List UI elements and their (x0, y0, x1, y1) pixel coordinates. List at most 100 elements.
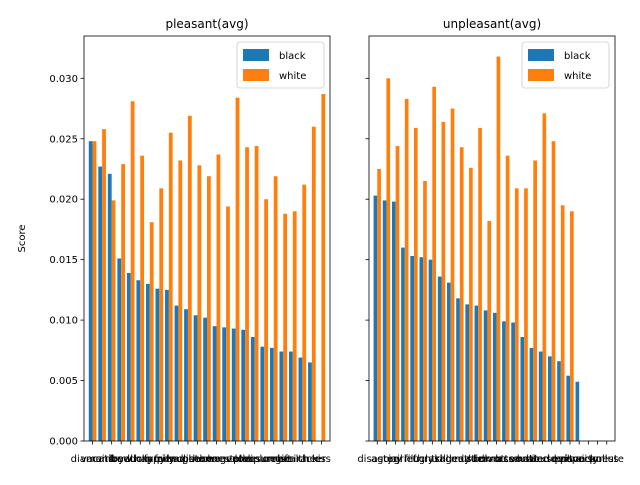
bar-black-love (241, 329, 246, 441)
y-tick-label: 0.030 (49, 74, 78, 85)
x-tick-label: sunrise (256, 454, 292, 465)
bar-white-bomb (487, 220, 492, 441)
x-tick-label: bomb (473, 454, 502, 465)
x-tick-label: filth (404, 454, 423, 465)
x-tick-label: happy (134, 454, 165, 465)
x-tick-label: stink (466, 454, 490, 465)
x-tick-label: peace (182, 454, 212, 465)
x-tick-label: miracle (284, 454, 321, 465)
y-tick-label: 0.010 (49, 316, 78, 327)
bar-black-peace (193, 315, 198, 441)
bar-white-accident (551, 141, 556, 441)
bar-black-grief (401, 247, 405, 441)
x-tick-label: vomit (510, 454, 539, 465)
bar-black-sunrise (269, 347, 274, 441)
y-axis-label: Score (17, 224, 28, 252)
bar-white-health (292, 211, 297, 441)
bar-black-hatred (529, 347, 534, 441)
bar-black-heaven (222, 327, 227, 441)
bar-black-abuse (538, 351, 543, 441)
legend-swatch-white (243, 69, 269, 81)
x-tick-label: rainbow (92, 454, 132, 465)
bar-black-gentle (231, 328, 236, 441)
legend-swatch-black (528, 49, 554, 61)
bar-black-freedom (126, 272, 131, 441)
bar-black-kill (437, 276, 442, 441)
bar-white-death (459, 147, 464, 441)
bar-white-ugly (423, 181, 427, 441)
bar-black-cheer (308, 362, 312, 441)
chart-panel-2: disasteragonyjailgrieffilthuglycrashkill… (357, 17, 624, 465)
x-tick-label: gentle (220, 454, 252, 465)
bar-white-crash (432, 86, 437, 441)
x-tick-label: evil (552, 454, 570, 465)
bar-white-paradise (178, 160, 183, 441)
bar-white-friend (168, 132, 173, 441)
bar-black-assault (511, 322, 515, 441)
bar-black-laughter (184, 309, 188, 441)
legend-label-black: black (279, 51, 306, 62)
bar-white-stink (478, 127, 482, 441)
bar-black-divorce (492, 312, 497, 441)
x-tick-label: prison (555, 454, 586, 465)
x-tick-label: tragedy (431, 454, 470, 465)
bar-white-rotten (505, 155, 510, 441)
bar-white-diploma (264, 199, 269, 441)
bar-black-poverty (575, 381, 580, 441)
x-tick-label: family (144, 454, 175, 465)
x-tick-label: kill (434, 454, 448, 465)
bar-white-peace (197, 165, 202, 442)
bar-black-accident (547, 356, 552, 441)
bar-white-honor (207, 176, 211, 442)
bar-white-loyal (121, 164, 125, 441)
y-tick-label: 0.000 (49, 437, 78, 448)
bar-white-honest (216, 154, 221, 442)
y-tick-label: 0.005 (49, 376, 78, 387)
x-tick-label: rotten (491, 454, 521, 465)
bar-white-gift (283, 213, 288, 441)
bar-black-murder (465, 304, 470, 441)
x-tick-label: accident (530, 454, 573, 465)
x-tick-label: paradise (157, 454, 200, 465)
x-tick-label: poverty (560, 454, 599, 465)
panel-title: unpleasant(avg) (443, 17, 541, 31)
bar-white-heaven (226, 206, 230, 441)
x-tick-label: gift (275, 454, 291, 465)
legend: black white (236, 41, 325, 89)
bar-white-tragedy (450, 108, 455, 441)
bar-white-miracle (302, 184, 307, 441)
bar-black-gift (279, 351, 284, 441)
bar-white-diamond (92, 141, 97, 441)
bar-white-prison (570, 211, 574, 441)
x-tick-label: sickness (576, 454, 618, 465)
bar-white-lucky (140, 155, 145, 441)
bar-white-filth (413, 127, 418, 441)
bar-black-vacation (98, 166, 103, 441)
bar-black-family (155, 288, 160, 441)
x-tick-label: health (277, 454, 309, 465)
chart-panel-1: 0.000 0.005 0.010 0.015 0.020 0.025 0.030 diamo… (17, 17, 331, 465)
x-tick-label: laughter (167, 454, 210, 465)
x-tick-label: divorce (478, 454, 515, 465)
y-tick-label: 0.025 (49, 134, 78, 145)
bar-white-disaster (377, 168, 381, 442)
bar-black-jail (391, 201, 396, 441)
bar-black-stink (474, 305, 479, 441)
bar-black-honor (203, 317, 207, 441)
bar-black-death (456, 298, 460, 441)
x-tick-label: ugly (412, 454, 433, 465)
bar-black-bomb (483, 310, 488, 441)
x-tick-label: hatred (517, 454, 550, 465)
bar-white-rainbow (111, 200, 116, 441)
bar-white-kiss (321, 94, 326, 441)
bar-white-agony (386, 78, 391, 441)
bar-white-hatred (533, 160, 537, 441)
bar-black-agony (382, 200, 387, 441)
legend-label-white: white (564, 71, 591, 82)
x-tick-label: cheer (298, 454, 327, 465)
bar-white-abuse (542, 113, 547, 442)
x-tick-label: friend (154, 454, 183, 465)
bar-black-honest (212, 326, 217, 441)
legend-label-white: white (279, 71, 306, 82)
bar-black-pleasure (250, 337, 255, 441)
